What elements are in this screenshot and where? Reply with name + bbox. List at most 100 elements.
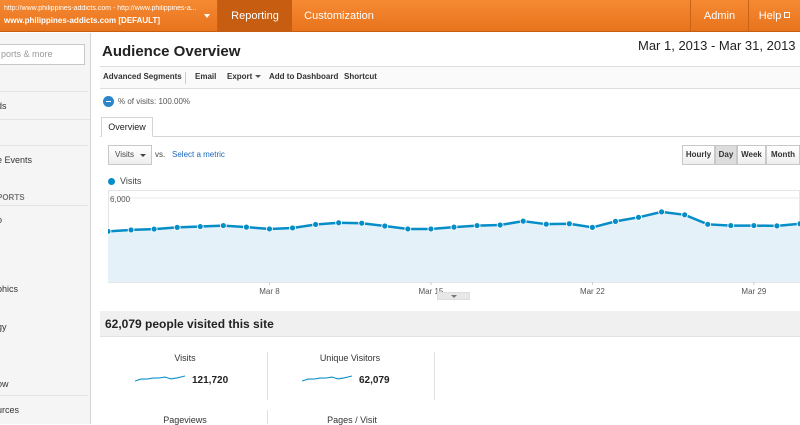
email-button[interactable]: Email [195,72,217,81]
top-navigation-bar: http://www.philippines-addicts.com - htt… [0,0,800,32]
visits-data-point [427,225,435,233]
granularity-day-button[interactable]: Day [715,145,737,165]
sidebar: ports & more ds e Events PORTS o phics g… [0,33,91,424]
metric-select[interactable]: Visits [108,145,152,165]
sidebar-item[interactable]: urces [0,395,88,423]
tab-customization[interactable]: Customization [304,10,374,22]
segment-pie-icon [103,96,114,107]
tab-bar-line [100,136,800,137]
chevron-down-icon [204,14,210,18]
external-link-icon [784,12,791,18]
visits-sparkline [135,375,185,382]
account-profile-name: www.philippines-addicts.com [DEFAULT] [4,16,161,25]
granularity-month-button[interactable]: Month [766,145,800,165]
visits-data-point [173,224,181,231]
visits-data-point [289,224,296,232]
visits-data-point [381,222,389,230]
tab-admin[interactable]: Admin [690,0,748,32]
tab-help[interactable]: Help [748,0,800,32]
visits-data-point [681,211,689,219]
date-range-picker[interactable]: Mar 1, 2013 - Mar 31, 2013 [638,38,800,53]
summary-header: 62,079 people visited this site [100,311,800,337]
toolbar-divider [185,72,186,84]
metric-label-unique-visitors: Unique Visitors [319,353,381,363]
visits-sparkline-line [135,375,185,382]
report-toolbar: Advanced Segments Email Export Add to Da… [100,66,800,89]
metric-label-pages-per-visit: Pages / Visit [327,415,377,425]
x-tick-label: Mar 29 [741,287,766,296]
tab-reporting[interactable]: Reporting [218,0,292,32]
visits-data-point [127,226,135,234]
vs-label: vs. [155,150,166,159]
visits-data-point [658,208,665,216]
metric-select-value: Visits [115,150,134,159]
chevron-down-icon [255,75,262,78]
visits-data-point [108,227,112,235]
x-tick-label: Mar 22 [580,287,605,296]
sidebar-section-heading: PORTS [0,193,25,202]
tab-overview[interactable]: Overview [101,117,153,137]
account-url-line: http://www.philippines-addicts.com - htt… [4,5,197,12]
sidebar-item[interactable]: ow [0,379,9,389]
visits-data-point [542,220,550,228]
legend-label: Visits [120,176,142,186]
add-to-dashboard-button[interactable]: Add to Dashboard [269,72,339,81]
account-selector[interactable]: http://www.philippines-addicts.com - htt… [0,0,218,32]
metric-value-unique-visitors: 62,079 [359,375,390,386]
legend-marker [108,178,115,185]
visits-data-point [704,220,712,228]
sidebar-item[interactable]: phics [0,284,19,294]
visits-data-point [312,221,320,228]
date-range-label: Mar 1, 2013 - Mar 31, 2013 [638,38,796,53]
visits-data-point [750,222,758,229]
visits-data-point [219,222,227,229]
visits-data-point [635,213,642,221]
visits-data-point [796,220,800,228]
metric-divider [267,410,268,424]
export-button[interactable]: Export [227,72,262,81]
metric-divider [434,352,435,400]
visits-data-point [612,217,619,225]
granularity-hourly-button[interactable]: Hourly [682,145,715,165]
visits-data-point [196,223,204,230]
visits-data-point [588,224,596,231]
help-label: Help [758,10,782,22]
visits-data-point [242,223,250,231]
summary-headline: 62,079 people visited this site [105,317,274,331]
select-metric-link[interactable]: Select a metric [172,150,225,159]
search-input[interactable]: ports & more [0,44,85,65]
x-tick-label: Mar 15 [418,287,443,296]
advanced-segments-button[interactable]: Advanced Segments [103,72,182,81]
chart-collapse-handle[interactable] [437,292,470,300]
sidebar-item[interactable]: e Events [0,145,88,173]
metric-label-visits: Visits [174,353,196,363]
visits-data-point [496,221,504,229]
sidebar-item-blank[interactable] [0,119,90,147]
visits-data-point [773,222,781,230]
metric-divider [267,352,268,400]
page-title: Audience Overview [102,43,241,60]
visits-data-point [727,222,735,229]
segment-percentage: % of visits: 100.00% [118,97,191,106]
granularity-week-button[interactable]: Week [737,145,766,165]
visits-data-point [519,217,527,225]
visits-data-point [150,225,158,233]
chevron-down-icon [140,154,146,157]
sidebar-item[interactable]: ds [0,91,88,119]
visits-data-point [565,220,573,228]
visits-data-point [404,225,412,233]
y-tick-label: 6,000 [110,195,131,204]
sidebar-item[interactable]: gy [0,322,7,332]
visits-data-point [450,223,458,231]
visits-data-point [473,222,481,229]
x-tick-label: Mar 8 [259,287,280,296]
export-label: Export [227,72,253,81]
visits-data-point [335,219,343,227]
unique-visitors-sparkline-line [302,375,352,382]
sidebar-item[interactable]: o [0,205,88,233]
visits-data-point [266,225,273,233]
metric-value-visits: 121,720 [192,375,229,386]
metric-label-pageviews: Pageviews [163,415,207,425]
shortcut-button[interactable]: Shortcut [344,72,377,81]
unique-visitors-sparkline [302,375,352,382]
